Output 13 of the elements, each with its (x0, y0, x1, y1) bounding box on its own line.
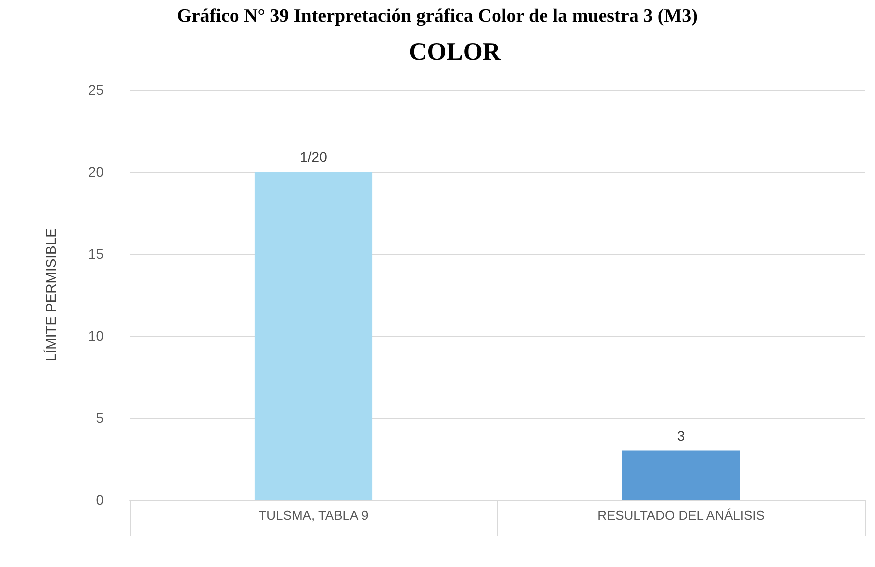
chart-title: COLOR (409, 39, 502, 66)
x-tick-label: RESULTADO DEL ANÁLISIS (598, 508, 766, 523)
text: Gráfico N° 39 Interpretación gráfica Color de la muestra 3 (M3) (177, 6, 698, 27)
y-tick-label: 10 (88, 328, 104, 344)
y-tick-label: 5 (96, 410, 104, 426)
y-tick-label: 15 (88, 246, 104, 262)
x-tick-label: TULSMA, TABLA 9 (258, 508, 369, 523)
y-tick-label: 25 (88, 82, 104, 98)
data-label: 3 (677, 428, 686, 444)
y-tick-label: 0 (96, 492, 104, 508)
data-label: 1/20 (300, 149, 328, 165)
y-axis-title: LÍMITE PERMISIBLE (43, 228, 59, 362)
y-tick-label: 20 (88, 164, 104, 180)
